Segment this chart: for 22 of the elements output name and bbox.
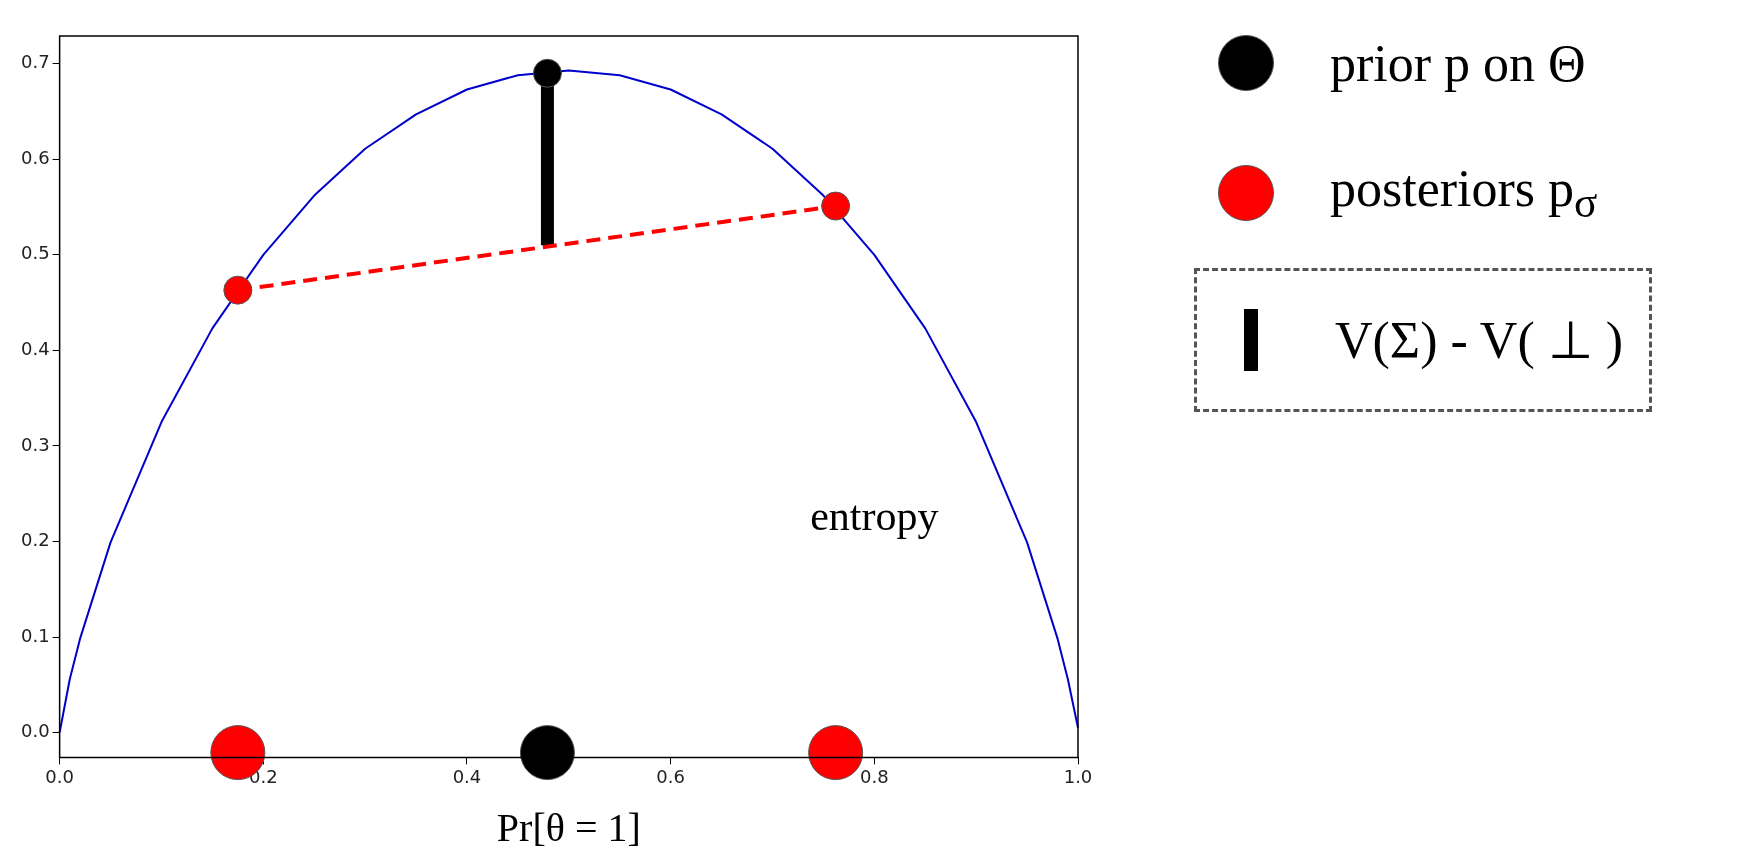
x-tick-label: 0.0 xyxy=(45,765,74,787)
point xyxy=(223,275,253,305)
annotation: entropy xyxy=(810,493,939,540)
y-tick-label: 0.5 xyxy=(20,242,50,264)
y-tick-label: 0.0 xyxy=(20,720,50,742)
y-tick-label: 0.7 xyxy=(20,51,50,73)
x-tick-label: 0.6 xyxy=(656,765,685,787)
y-tick-label: 0.6 xyxy=(20,146,50,168)
legend-label: prior p on Θ xyxy=(1330,33,1586,93)
point xyxy=(532,58,562,88)
x-tick-label: 0.8 xyxy=(860,765,889,787)
y-tick-label: 0.2 xyxy=(20,529,50,551)
x-axis-title: Pr[θ = 1] xyxy=(496,804,641,850)
y-tick-label: 0.1 xyxy=(20,624,50,646)
y-tick-label: 0.3 xyxy=(20,433,50,455)
legend-label: V(Σ) - V( ⊥ ) xyxy=(1335,311,1624,370)
x-tick-label: 0.4 xyxy=(452,765,482,787)
y-tick-label: 0.4 xyxy=(20,338,50,360)
point xyxy=(821,191,851,221)
point xyxy=(519,725,575,781)
x-tick-label: 1.0 xyxy=(1063,765,1093,787)
legend-label: posteriors p$_{σ}$ xyxy=(1330,158,1598,228)
